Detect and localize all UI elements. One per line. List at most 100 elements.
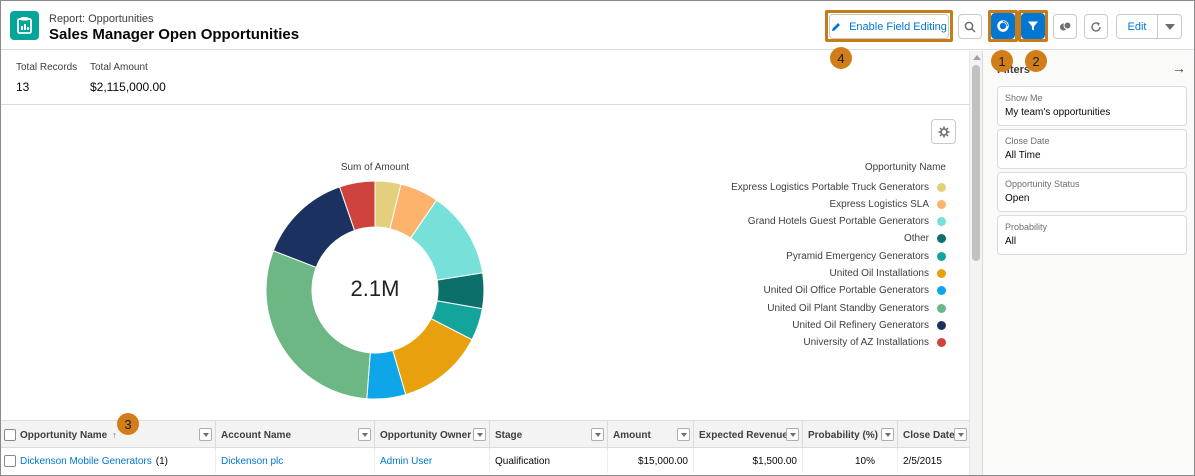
search-icon bbox=[964, 21, 976, 33]
legend-item[interactable]: Grand Hotels Guest Portable Generators bbox=[748, 215, 946, 229]
column-header-amount[interactable]: Amount bbox=[608, 421, 694, 449]
column-header-close-date[interactable]: Close Date bbox=[898, 421, 969, 449]
legend-label: United Oil Office Portable Generators bbox=[763, 285, 929, 297]
donut-slice[interactable] bbox=[265, 250, 371, 400]
legend-label: United Oil Refinery Generators bbox=[792, 319, 929, 331]
legend-label: Pyramid Emergency Generators bbox=[786, 250, 929, 262]
column-menu-button[interactable] bbox=[954, 428, 967, 441]
opportunity-link[interactable]: Dickenson Mobile Generators bbox=[20, 455, 152, 467]
filter-show-me[interactable]: Show Me My team's opportunities bbox=[997, 86, 1187, 126]
chart-settings-button[interactable] bbox=[931, 119, 956, 144]
legend-item[interactable]: Other bbox=[904, 232, 946, 246]
column-menu-button[interactable] bbox=[591, 428, 604, 441]
filter-probability[interactable]: Probability All bbox=[997, 215, 1187, 255]
edit-button[interactable]: Edit bbox=[1116, 14, 1158, 39]
annotation-marker-2: 2 bbox=[1025, 50, 1047, 72]
legend-swatch bbox=[937, 199, 946, 209]
select-all-checkbox[interactable] bbox=[4, 429, 16, 441]
total-records-label: Total Records bbox=[16, 62, 78, 73]
filter-close-date[interactable]: Close Date All Time bbox=[997, 129, 1187, 169]
column-header-expected-revenue[interactable]: Expected Revenue bbox=[694, 421, 803, 449]
legend-swatch bbox=[937, 320, 946, 330]
donut-slice[interactable] bbox=[338, 180, 376, 232]
legend-item[interactable]: United Oil Refinery Generators bbox=[792, 318, 946, 332]
highlight-enable-field-editing bbox=[825, 10, 953, 42]
chart-center-total: 2.1M bbox=[350, 276, 400, 301]
column-label: Expected Revenue bbox=[699, 429, 788, 441]
annotation-marker-3: 3 bbox=[117, 413, 139, 435]
legend-label: University of AZ Installations bbox=[803, 337, 929, 349]
filters-panel: Filters → Show Me My team's opportunitie… bbox=[982, 51, 1194, 475]
legend-item[interactable]: Pyramid Emergency Generators bbox=[786, 249, 946, 263]
cell-probability: 10% bbox=[803, 449, 898, 473]
group-count: (1) bbox=[155, 455, 168, 467]
owner-link[interactable]: Admin User bbox=[380, 455, 433, 467]
summary-divider bbox=[1, 104, 969, 105]
column-label: Amount bbox=[613, 429, 651, 441]
overlap-circles-icon bbox=[1059, 21, 1071, 31]
column-header-account-name[interactable]: Account Name bbox=[216, 421, 375, 449]
legend-item[interactable]: United Oil Installations bbox=[829, 267, 946, 281]
toggle-filters-button[interactable] bbox=[1021, 13, 1045, 39]
more-actions-button[interactable] bbox=[1157, 14, 1182, 39]
legend-label: Express Logistics Portable Truck Generat… bbox=[731, 181, 929, 193]
column-menu-button[interactable] bbox=[473, 428, 486, 441]
column-menu-button[interactable] bbox=[199, 428, 212, 441]
filter-value: Open bbox=[1005, 193, 1030, 204]
column-menu-button[interactable] bbox=[881, 428, 894, 441]
legend-swatch bbox=[937, 182, 946, 192]
legend-item[interactable]: Express Logistics SLA bbox=[830, 197, 946, 211]
column-menu-button[interactable] bbox=[358, 428, 371, 441]
row-checkbox[interactable] bbox=[4, 455, 16, 467]
collapse-filters-arrow-icon[interactable]: → bbox=[1172, 60, 1186, 76]
column-menu-button[interactable] bbox=[786, 428, 799, 441]
column-label: Opportunity Name bbox=[20, 429, 108, 441]
scrollbar-thumb[interactable] bbox=[972, 65, 980, 261]
column-menu-button[interactable] bbox=[677, 428, 690, 441]
report-type-label: Report: Opportunities bbox=[49, 13, 154, 25]
highlight-chart-toggle bbox=[988, 10, 1018, 42]
refresh-icon bbox=[1091, 21, 1101, 32]
legend-item[interactable]: University of AZ Installations bbox=[803, 336, 946, 350]
chevron-down-icon bbox=[1164, 23, 1175, 30]
legend-swatch bbox=[937, 217, 946, 227]
legend-item[interactable]: United Oil Plant Standby Generators bbox=[767, 301, 946, 315]
column-header-opportunity-owner[interactable]: Opportunity Owner bbox=[375, 421, 490, 449]
account-link[interactable]: Dickenson plc bbox=[221, 455, 284, 467]
legend-swatch bbox=[937, 251, 946, 261]
enable-field-editing-button[interactable]: Enable Field Editing bbox=[829, 14, 949, 39]
legend-swatch bbox=[937, 338, 946, 348]
legend-swatch bbox=[937, 286, 946, 296]
cell-close-date: 2/5/2015 bbox=[903, 455, 942, 467]
column-header-probability[interactable]: Probability (%) bbox=[803, 421, 898, 449]
filter-value: All bbox=[1005, 236, 1017, 247]
cell-stage: Qualification bbox=[490, 449, 608, 473]
cell-account-name: Dickenson plc bbox=[216, 449, 375, 473]
cell-owner: Admin User bbox=[375, 449, 490, 473]
column-label: Stage bbox=[495, 429, 523, 441]
column-header-stage[interactable]: Stage bbox=[490, 421, 608, 449]
donut-slice[interactable] bbox=[272, 186, 356, 268]
filter-label: Probability bbox=[1005, 222, 1048, 232]
annotation-marker-1: 1 bbox=[991, 50, 1013, 72]
legend-label: United Oil Installations bbox=[829, 268, 930, 279]
schedule-button[interactable] bbox=[1053, 14, 1077, 39]
legend-item[interactable]: Express Logistics Portable Truck Generat… bbox=[731, 180, 946, 194]
legend-item[interactable]: United Oil Office Portable Generators bbox=[764, 284, 946, 298]
column-header-opportunity-name[interactable]: Opportunity Name ↑ bbox=[1, 421, 216, 449]
annotation-marker-4: 4 bbox=[830, 47, 852, 69]
legend-swatch bbox=[937, 303, 946, 313]
refresh-button[interactable] bbox=[1084, 14, 1108, 39]
filter-opportunity-status[interactable]: Opportunity Status Open bbox=[997, 172, 1187, 212]
sort-ascending-icon[interactable]: ↑ bbox=[112, 430, 117, 440]
legend-label: Grand Hotels Guest Portable Generators bbox=[747, 216, 929, 228]
filter-value: My team's opportunities bbox=[1005, 107, 1111, 118]
scroll-up-arrow[interactable] bbox=[973, 55, 981, 60]
toggle-chart-button[interactable] bbox=[991, 13, 1015, 39]
vertical-scrollbar[interactable] bbox=[969, 51, 982, 475]
filter-value: All Time bbox=[1005, 150, 1041, 161]
legend-swatch bbox=[937, 269, 946, 278]
enable-field-editing-label: Enable Field Editing bbox=[849, 20, 947, 33]
pencil-icon bbox=[832, 22, 841, 31]
search-button[interactable] bbox=[958, 14, 982, 39]
